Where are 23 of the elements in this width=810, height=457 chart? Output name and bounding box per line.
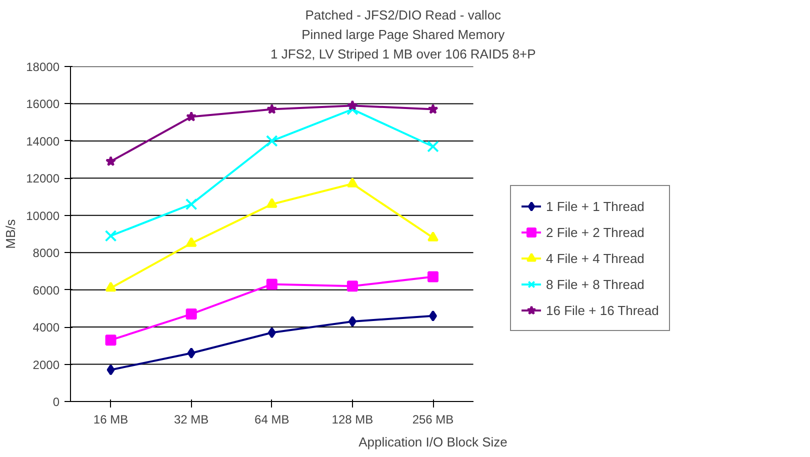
legend-label: 2 File + 2 Thread (546, 224, 644, 240)
y-tick-label: 10000 (26, 208, 60, 223)
legend-label: 8 File + 8 Thread (546, 276, 644, 292)
x-tick-label: 64 MB (254, 412, 290, 426)
x-tick-label: 256 MB (412, 412, 454, 426)
x-tick-label: 32 MB (174, 412, 209, 426)
legend-label: 4 File + 4 Thread (546, 250, 644, 266)
y-tick-label: 14000 (26, 134, 60, 148)
y-tick-label: 0 (52, 395, 60, 409)
y-tick-label: 2000 (32, 358, 60, 372)
y-tick-label: 16000 (26, 97, 60, 112)
legend-label: 16 File + 16 Thread (546, 302, 659, 318)
y-tick-label: 18000 (26, 60, 60, 74)
y-tick-label: 12000 (26, 172, 60, 186)
x-axis-title: Application I/O Block Size (358, 434, 508, 450)
legend-label: 1 File + 1 Thread (546, 198, 644, 214)
y-tick-label: 4000 (32, 320, 60, 335)
x-tick-label: 16 MB (93, 412, 128, 426)
y-axis-title: MB/s (3, 218, 18, 249)
y-tick-label: 6000 (32, 283, 60, 298)
chart-title: Patched - JFS2/DIO Read - valloc Pinned large Page Shared Memory 1 JFS2, LV Striped 1 MB over 106 RAID5 8+P (270, 8, 536, 62)
y-tick-label: 8000 (32, 246, 60, 260)
x-tick-label: 128 MB (332, 412, 374, 426)
